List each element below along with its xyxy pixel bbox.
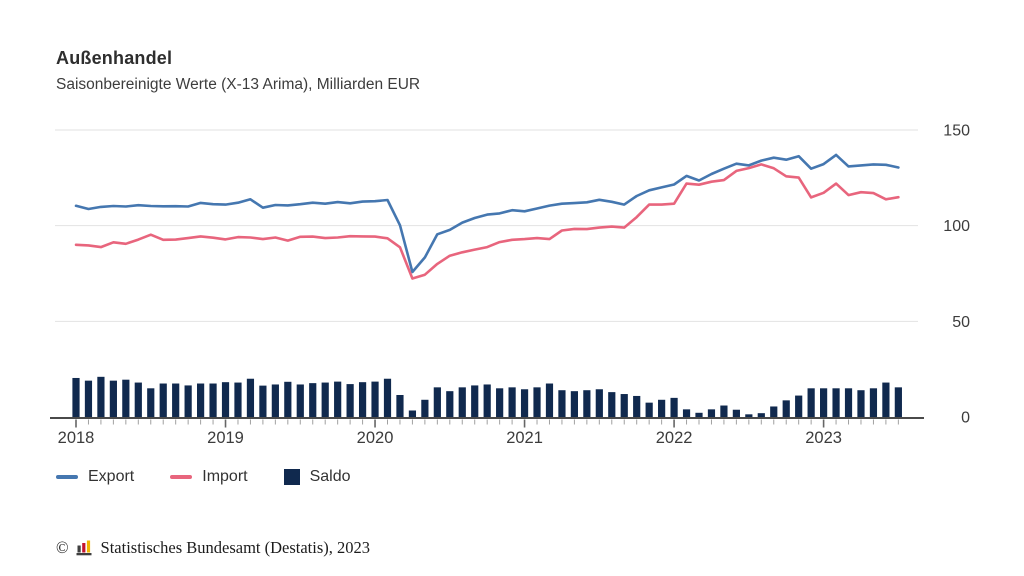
saldo-bar — [184, 385, 192, 417]
saldo-bar — [820, 388, 828, 417]
saldo-bar — [533, 387, 541, 417]
saldo-bar — [508, 387, 516, 417]
legend-label-saldo: Saldo — [309, 468, 351, 485]
saldo-bar — [296, 384, 304, 417]
x-year-label: 2023 — [805, 429, 842, 447]
saldo-bar — [869, 388, 878, 417]
saldo-bar — [371, 381, 379, 417]
export-line-swatch — [56, 475, 78, 479]
x-year-label: 2018 — [58, 429, 95, 447]
saldo-bar — [645, 402, 653, 417]
saldo-bar — [433, 387, 441, 417]
saldo-bar — [658, 399, 666, 417]
saldo-bar — [483, 384, 491, 417]
saldo-bar — [334, 381, 342, 417]
saldo-bar — [496, 388, 504, 417]
saldo-bar — [757, 413, 765, 417]
saldo-bar — [221, 382, 230, 417]
y-tick-label: 0 — [961, 410, 970, 427]
saldo-bar — [583, 390, 591, 417]
x-year-label: 2020 — [357, 429, 394, 447]
saldo-bar-swatch — [283, 469, 300, 485]
saldo-bar — [545, 383, 554, 417]
export-line — [74, 153, 900, 274]
legend-item-saldo: Saldo — [283, 468, 351, 486]
saldo-bar — [608, 392, 616, 417]
saldo-bar — [259, 385, 267, 417]
y-tick-label: 100 — [943, 218, 970, 235]
saldo-bar — [520, 389, 529, 417]
saldo-bar — [97, 376, 105, 417]
saldo-bar — [844, 388, 853, 417]
y-tick-label: 50 — [952, 314, 970, 331]
saldo-bar — [383, 378, 392, 417]
saldo-bar — [670, 397, 678, 417]
saldo-bar — [159, 383, 167, 417]
legend-item-export: Export — [56, 468, 134, 486]
saldo-bar — [595, 389, 603, 417]
saldo-bar — [707, 409, 716, 417]
saldo-bar — [234, 382, 242, 417]
saldo-bar — [570, 391, 578, 417]
y-tick-label: 150 — [943, 123, 970, 140]
legend-label-import: Import — [202, 468, 248, 485]
saldo-bar — [558, 390, 566, 417]
saldo-bar — [795, 395, 803, 417]
saldo-bar — [695, 412, 703, 417]
saldo-bar — [857, 390, 865, 417]
x-year-label: 2021 — [506, 429, 543, 447]
saldo-bar — [832, 388, 840, 417]
legend: Export Import Saldo — [56, 468, 351, 486]
saldo-bar — [309, 383, 317, 417]
import-line-swatch — [170, 475, 193, 479]
saldo-bar — [633, 395, 641, 417]
saldo-bar — [421, 399, 429, 417]
saldo-bar — [620, 394, 628, 417]
source-attribution: © Statistisches Bundesamt (Destatis), 20… — [56, 538, 370, 558]
saldo-bar — [807, 388, 815, 417]
legend-label-export: Export — [88, 468, 135, 485]
import-line — [74, 163, 900, 280]
saldo-bar — [732, 409, 740, 417]
legend-item-import: Import — [170, 468, 248, 486]
saldo-bar — [209, 383, 217, 417]
saldo-bar — [172, 383, 180, 417]
page-subtitle: Saisonbereinigte Werte (X-13 Arima), Mil… — [56, 76, 421, 93]
source-text: Statistisches Bundesamt (Destatis), 2023 — [100, 538, 371, 557]
saldo-bar — [358, 382, 367, 417]
saldo-bar — [84, 380, 93, 417]
saldo-bar — [346, 384, 354, 417]
saldo-bar — [894, 387, 902, 417]
saldo-bar — [408, 410, 417, 417]
saldo-bar — [396, 394, 404, 417]
saldo-bar — [682, 409, 691, 417]
saldo-bar — [745, 414, 753, 417]
saldo-bar — [197, 383, 205, 417]
x-year-label: 2022 — [656, 429, 693, 447]
saldo-bar — [720, 405, 728, 417]
saldo-bar — [882, 382, 890, 417]
saldo-bar — [109, 380, 117, 417]
saldo-bar — [446, 391, 454, 417]
saldo-bar — [134, 382, 142, 417]
x-year-label: 2019 — [207, 429, 244, 447]
saldo-bar — [770, 406, 778, 417]
saldo-bar — [122, 379, 130, 417]
destatis-bars-logo-icon — [76, 540, 92, 555]
saldo-bar — [458, 387, 466, 417]
copyright-symbol: © — [56, 538, 69, 557]
page-title: Außenhandel — [56, 48, 173, 68]
saldo-bar — [782, 400, 790, 417]
saldo-bar — [471, 385, 479, 417]
saldo-bar — [246, 378, 255, 417]
saldo-bar — [321, 382, 329, 417]
saldo-bar — [72, 377, 80, 417]
saldo-bar — [271, 384, 279, 417]
saldo-bar — [284, 381, 292, 417]
saldo-bar — [147, 388, 155, 417]
